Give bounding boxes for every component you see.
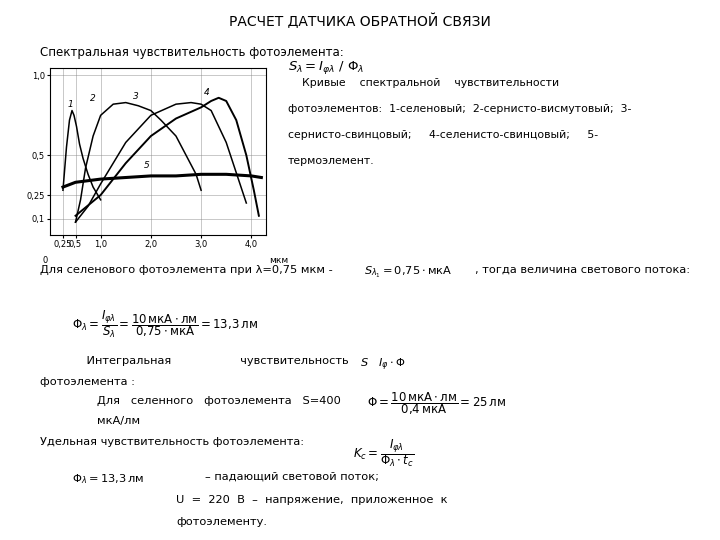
Text: 4: 4 (204, 87, 210, 97)
Text: Спектральная чувствительность фотоэлемента:: Спектральная чувствительность фотоэлемен… (40, 46, 343, 59)
Text: $S_\lambda = I_{\varphi\lambda}\ /\ \Phi_\lambda$: $S_\lambda = I_{\varphi\lambda}\ /\ \Phi… (288, 59, 364, 76)
Text: Интегральная                   чувствительность: Интегральная чувствительность (72, 356, 348, 367)
Text: Для   селенного   фотоэлемента   S=400: Для селенного фотоэлемента S=400 (97, 396, 341, 406)
Text: 1: 1 (68, 100, 73, 110)
Text: , тогда величина светового потока:: , тогда величина светового потока: (475, 265, 690, 275)
Text: Удельная чувствительность фотоэлемента:: Удельная чувствительность фотоэлемента: (40, 437, 304, 447)
Text: 5: 5 (143, 161, 149, 170)
Text: сернисто-свинцовый;     4-селенисто-свинцовый;     5-: сернисто-свинцовый; 4-селенисто-свинцовы… (288, 130, 598, 140)
Text: $K_c = \dfrac{I_{\varphi\lambda}}{\Phi_\lambda\cdot t_c}$: $K_c = \dfrac{I_{\varphi\lambda}}{\Phi_\… (353, 437, 414, 469)
Text: $S_{\lambda_1} = 0{,}75\cdot\text{мкА}$: $S_{\lambda_1} = 0{,}75\cdot\text{мкА}$ (364, 265, 452, 280)
Text: Для селенового фотоэлемента при λ=0,75 мкм -: Для селенового фотоэлемента при λ=0,75 м… (40, 265, 333, 275)
Text: – падающий световой поток;: – падающий световой поток; (205, 472, 379, 482)
Text: фотоэлементов:  1-селеновый;  2-сернисто-висмутовый;  3-: фотоэлементов: 1-селеновый; 2-сернисто-в… (288, 104, 631, 114)
Text: $\Phi_\lambda = 13{,}3\,\text{лм}$: $\Phi_\lambda = 13{,}3\,\text{лм}$ (72, 472, 144, 486)
Text: фотоэлементу.: фотоэлементу. (176, 517, 267, 528)
Text: фотоэлемента :: фотоэлемента : (40, 377, 135, 387)
Text: $\Phi = \dfrac{10\,\text{мкА}\cdot\text{лм}}{0{,}4\,\text{мкА}} = 25\,\text{лм}$: $\Phi = \dfrac{10\,\text{мкА}\cdot\text{… (367, 390, 507, 417)
Text: мкм: мкм (269, 255, 288, 265)
Text: Кривые    спектральной    чувствительности: Кривые спектральной чувствительности (288, 78, 559, 89)
Text: $S\quad I_{\varphi}\cdot\Phi$: $S\quad I_{\varphi}\cdot\Phi$ (360, 356, 405, 373)
Text: 3: 3 (133, 92, 139, 102)
Text: РАСЧЕТ ДАТЧИКА ОБРАТНОЙ СВЯЗИ: РАСЧЕТ ДАТЧИКА ОБРАТНОЙ СВЯЗИ (229, 14, 491, 29)
Text: 2: 2 (89, 94, 95, 103)
Text: мкА/лм: мкА/лм (97, 416, 140, 427)
Text: термоэлемент.: термоэлемент. (288, 156, 374, 166)
Text: $\Phi_\lambda = \dfrac{I_{\varphi\lambda}}{S_\lambda} = \dfrac{10\,\text{мкА}\cd: $\Phi_\lambda = \dfrac{I_{\varphi\lambda… (72, 308, 258, 340)
Text: U  =  220  В  –  напряжение,  приложенное  к: U = 220 В – напряжение, приложенное к (176, 495, 448, 505)
Text: 0: 0 (42, 255, 48, 265)
